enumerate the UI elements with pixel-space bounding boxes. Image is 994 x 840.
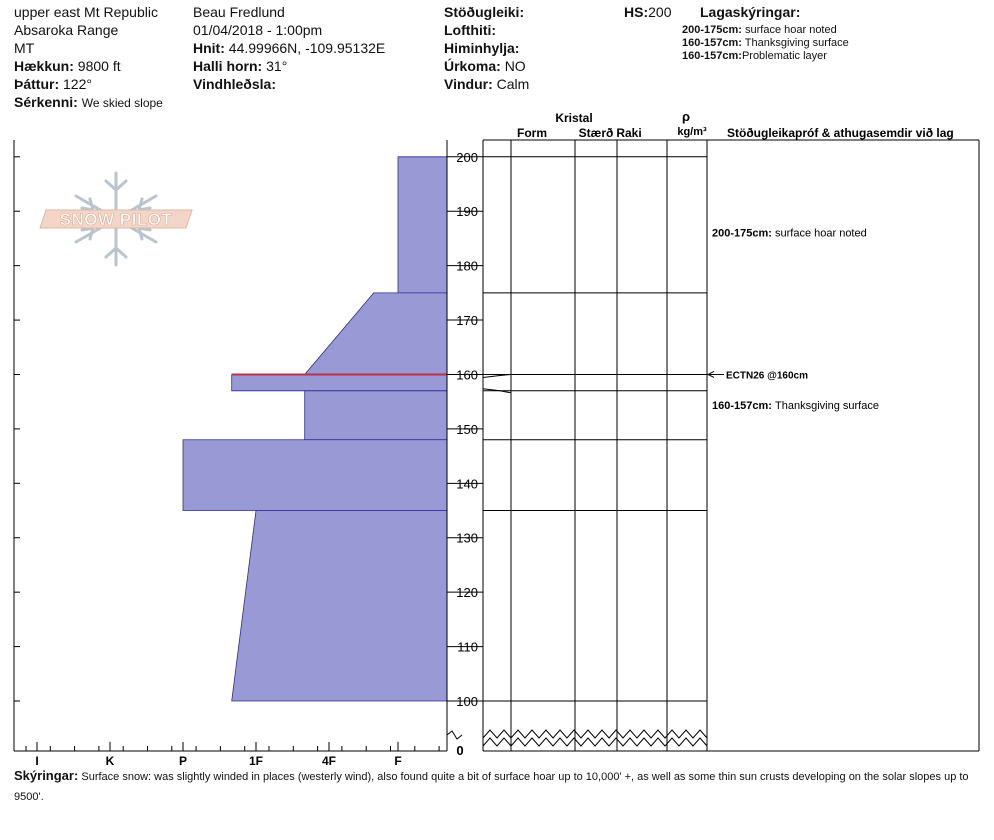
hardness-label: K — [106, 754, 115, 766]
depth-tick-label: 130 — [456, 531, 478, 546]
legend-item: 200-175cm: surface hoar noted — [682, 24, 837, 36]
logo-text: SNOW PILOT — [60, 210, 173, 229]
profile-grid — [482, 139, 980, 752]
legend-title: Lagaskýringar: — [700, 4, 801, 20]
slope-angle-value: 31° — [266, 58, 288, 74]
state: MT — [14, 40, 35, 56]
precipitation-value: NO — [504, 58, 526, 74]
layer-comment: 200-175cm: surface hoar noted — [712, 227, 867, 239]
coordinates: Hnit: 44.99966N, -109.95132E — [193, 39, 385, 57]
hardness-label: P — [179, 754, 187, 766]
wind: Vindur: Calm — [444, 75, 529, 93]
depth-tick-label: 150 — [456, 422, 478, 437]
comments-header: Stöðugleikapróf & athugasemdir við lag — [727, 126, 954, 140]
location: upper east Mt Republic — [14, 4, 158, 20]
hardness-layer — [304, 390, 448, 441]
size-header: Stærð — [579, 126, 614, 140]
depth-tick-label: 160 — [456, 367, 478, 382]
features-value: We skied slope — [81, 96, 163, 110]
depth-tick-label: 100 — [456, 694, 478, 709]
depth-tick-label: 200 — [456, 150, 478, 165]
features-label: Sérkenni: — [14, 94, 78, 110]
coordinates-value: 44.99966N, -109.95132E — [228, 40, 386, 56]
column-headers: Kristal Form Stærð Raki ρ kg/m³ Stöðugleikapró… — [517, 109, 954, 140]
stability-test: ECTN26 @160cm — [726, 370, 808, 381]
wind-loading-label: Vindhleðsla: — [193, 76, 276, 92]
features: Sérkenni: We skied slope — [14, 93, 163, 112]
aspect: Þáttur: 122° — [14, 75, 92, 93]
legend-item: 160-157cm:Problematic layer — [682, 50, 827, 62]
depth-tick-label: 120 — [456, 585, 478, 600]
sky-cover: Himinhylja: — [444, 39, 519, 57]
snow-profile-chart: SNOW PILOT I K P 1F 4F F 100 110 120 130 140 150 160… — [13, 109, 980, 766]
depth-axis-break — [446, 730, 463, 740]
datetime: 01/04/2018 - 1:00pm — [193, 22, 323, 38]
remarks: Skýringar: Surface snow: was slightly wi… — [14, 766, 994, 807]
depth-tick-label: 140 — [456, 476, 478, 491]
density-unit: kg/m³ — [677, 126, 707, 138]
stability: Stöðugleiki: — [444, 3, 524, 21]
air-temp: Lofthiti: — [444, 21, 496, 39]
chart-axes: I K P 1F 4F F 100 110 120 130 140 150 160 170 180 190 20… — [13, 140, 708, 766]
wind-loading: Vindhleðsla: — [193, 75, 276, 93]
hardness-layer — [397, 156, 448, 294]
coordinates-label: Hnit: — [193, 40, 225, 56]
snowpilot-logo: SNOW PILOT — [39, 171, 193, 267]
elevation-label: Hækkun: — [14, 58, 74, 74]
layer-comments: 200-175cm: surface hoar noted 160-157cm: … — [706, 227, 879, 412]
precipitation-label: Úrkoma: — [444, 58, 501, 74]
sky-cover-label: Himinhylja: — [444, 40, 520, 56]
elevation: Hækkun: 9800 ft — [14, 57, 121, 75]
hardness-label: 1F — [249, 754, 263, 766]
hardness-label: F — [394, 754, 401, 766]
snow-height-label: HS: — [624, 4, 649, 20]
hardness-layer — [182, 439, 448, 511]
slope-angle-label: Halli horn: — [193, 58, 263, 74]
form-header: Form — [517, 126, 547, 140]
depth-tick-label: 180 — [456, 259, 478, 274]
wind-value: Calm — [496, 76, 530, 92]
snow-height: HS:200 — [624, 3, 671, 21]
snow-height-value: 200 — [648, 4, 672, 20]
layer-comment: 160-157cm: Thanksgiving surface — [712, 400, 879, 412]
depth-tick-label: 170 — [456, 313, 478, 328]
aspect-value: 122° — [63, 76, 92, 92]
layer-connector — [482, 388, 512, 394]
layer-connector — [482, 373, 512, 378]
depth-tick-label: 190 — [456, 204, 478, 219]
legend-item: 160-157cm: Thanksgiving surface — [682, 37, 849, 49]
axis-break-upper — [482, 729, 708, 739]
density-header: ρ — [682, 109, 690, 124]
stability-label: Stöðugleiki: — [444, 4, 525, 20]
hardness-layer — [231, 510, 448, 702]
range: Absaroka Range — [14, 22, 119, 38]
aspect-label: Þáttur: — [14, 76, 60, 92]
depth-zero-label: 0 — [456, 743, 463, 758]
axis-break-lower — [482, 737, 708, 747]
hardness-layer — [231, 374, 448, 392]
test-arrow — [706, 371, 715, 378]
elevation-value: 9800 ft — [77, 58, 121, 74]
precipitation: Úrkoma: NO — [444, 57, 526, 75]
observer: Beau Fredlund — [193, 4, 285, 20]
hardness-layer — [303, 292, 448, 375]
wind-label: Vindur: — [444, 76, 493, 92]
moisture-header: Raki — [616, 126, 641, 140]
slope-angle: Halli horn: 31° — [193, 57, 287, 75]
remarks-text: Surface snow: was slightly winded in pla… — [14, 771, 969, 803]
hardness-label: 4F — [322, 754, 336, 766]
crystal-header: Kristal — [555, 111, 592, 125]
air-temp-label: Lofthiti: — [444, 22, 497, 38]
depth-tick-label: 110 — [457, 640, 478, 655]
hardness-layers — [182, 156, 448, 702]
remarks-label: Skýringar: — [14, 768, 79, 783]
hardness-label: I — [35, 754, 38, 766]
